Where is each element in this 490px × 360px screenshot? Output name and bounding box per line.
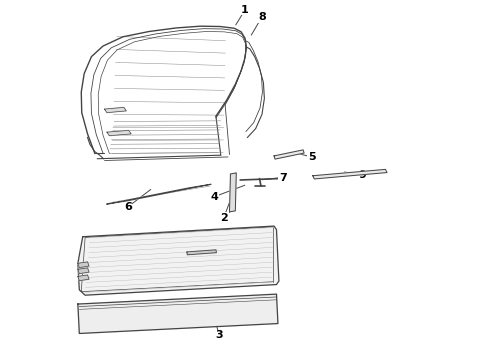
Polygon shape (229, 173, 236, 212)
Text: 8: 8 (258, 12, 266, 22)
Text: 7: 7 (279, 172, 287, 183)
Polygon shape (78, 294, 278, 333)
Polygon shape (78, 226, 279, 295)
Polygon shape (313, 169, 387, 179)
Text: 1: 1 (241, 5, 249, 15)
Polygon shape (274, 150, 304, 159)
Polygon shape (78, 262, 89, 267)
Text: 4: 4 (211, 192, 219, 202)
Text: 6: 6 (124, 202, 132, 212)
Polygon shape (78, 268, 89, 274)
Polygon shape (107, 130, 131, 136)
Text: 2: 2 (220, 213, 227, 223)
Polygon shape (104, 107, 126, 113)
Text: 9: 9 (358, 170, 366, 180)
Text: 3: 3 (216, 330, 223, 340)
Polygon shape (78, 275, 89, 281)
Text: 5: 5 (308, 152, 316, 162)
Polygon shape (187, 250, 217, 255)
Polygon shape (107, 184, 211, 204)
